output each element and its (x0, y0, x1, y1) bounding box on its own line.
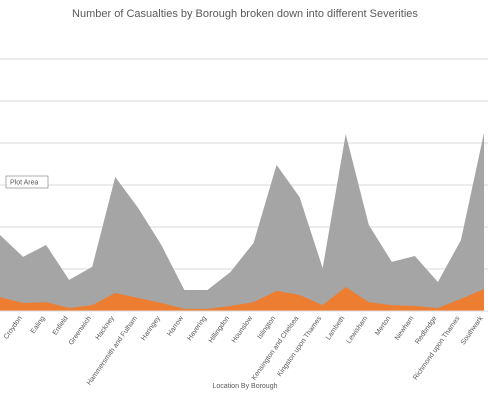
x-axis-title: Location By Borough (213, 383, 278, 390)
tooltip: Plot Area (5, 175, 49, 189)
chart-title: Number of Casualties by Borough broken d… (72, 8, 418, 20)
area (0, 132, 484, 311)
area (0, 287, 484, 311)
tooltip-text: Plot Area (10, 180, 39, 187)
